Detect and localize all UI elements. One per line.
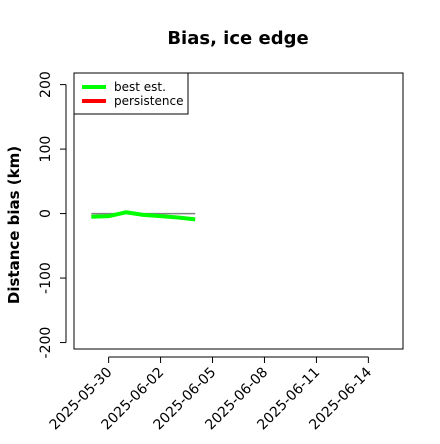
y-tick-label: -200 — [38, 327, 54, 359]
legend: best est.persistence — [73, 72, 189, 115]
y-tick-label: -100 — [38, 262, 54, 294]
y-tick-label: 100 — [38, 136, 54, 163]
legend-label: persistence — [114, 94, 183, 108]
plot-frame — [73, 72, 404, 350]
chart-title: Bias, ice edge — [167, 28, 308, 49]
legend-label: best est. — [114, 80, 166, 94]
legend-box — [73, 72, 189, 115]
series-layer — [91, 210, 196, 222]
series-line-1 — [91, 210, 196, 222]
y-axis: -200 -100 0 100 200 — [38, 71, 67, 359]
y-tick-label: 0 — [38, 209, 54, 218]
y-tick-label: 200 — [38, 71, 54, 98]
x-axis: 2025-05-302025-06-022025-06-052025-06-08… — [47, 356, 375, 433]
y-axis-label: Distance bias (km) — [5, 146, 23, 304]
